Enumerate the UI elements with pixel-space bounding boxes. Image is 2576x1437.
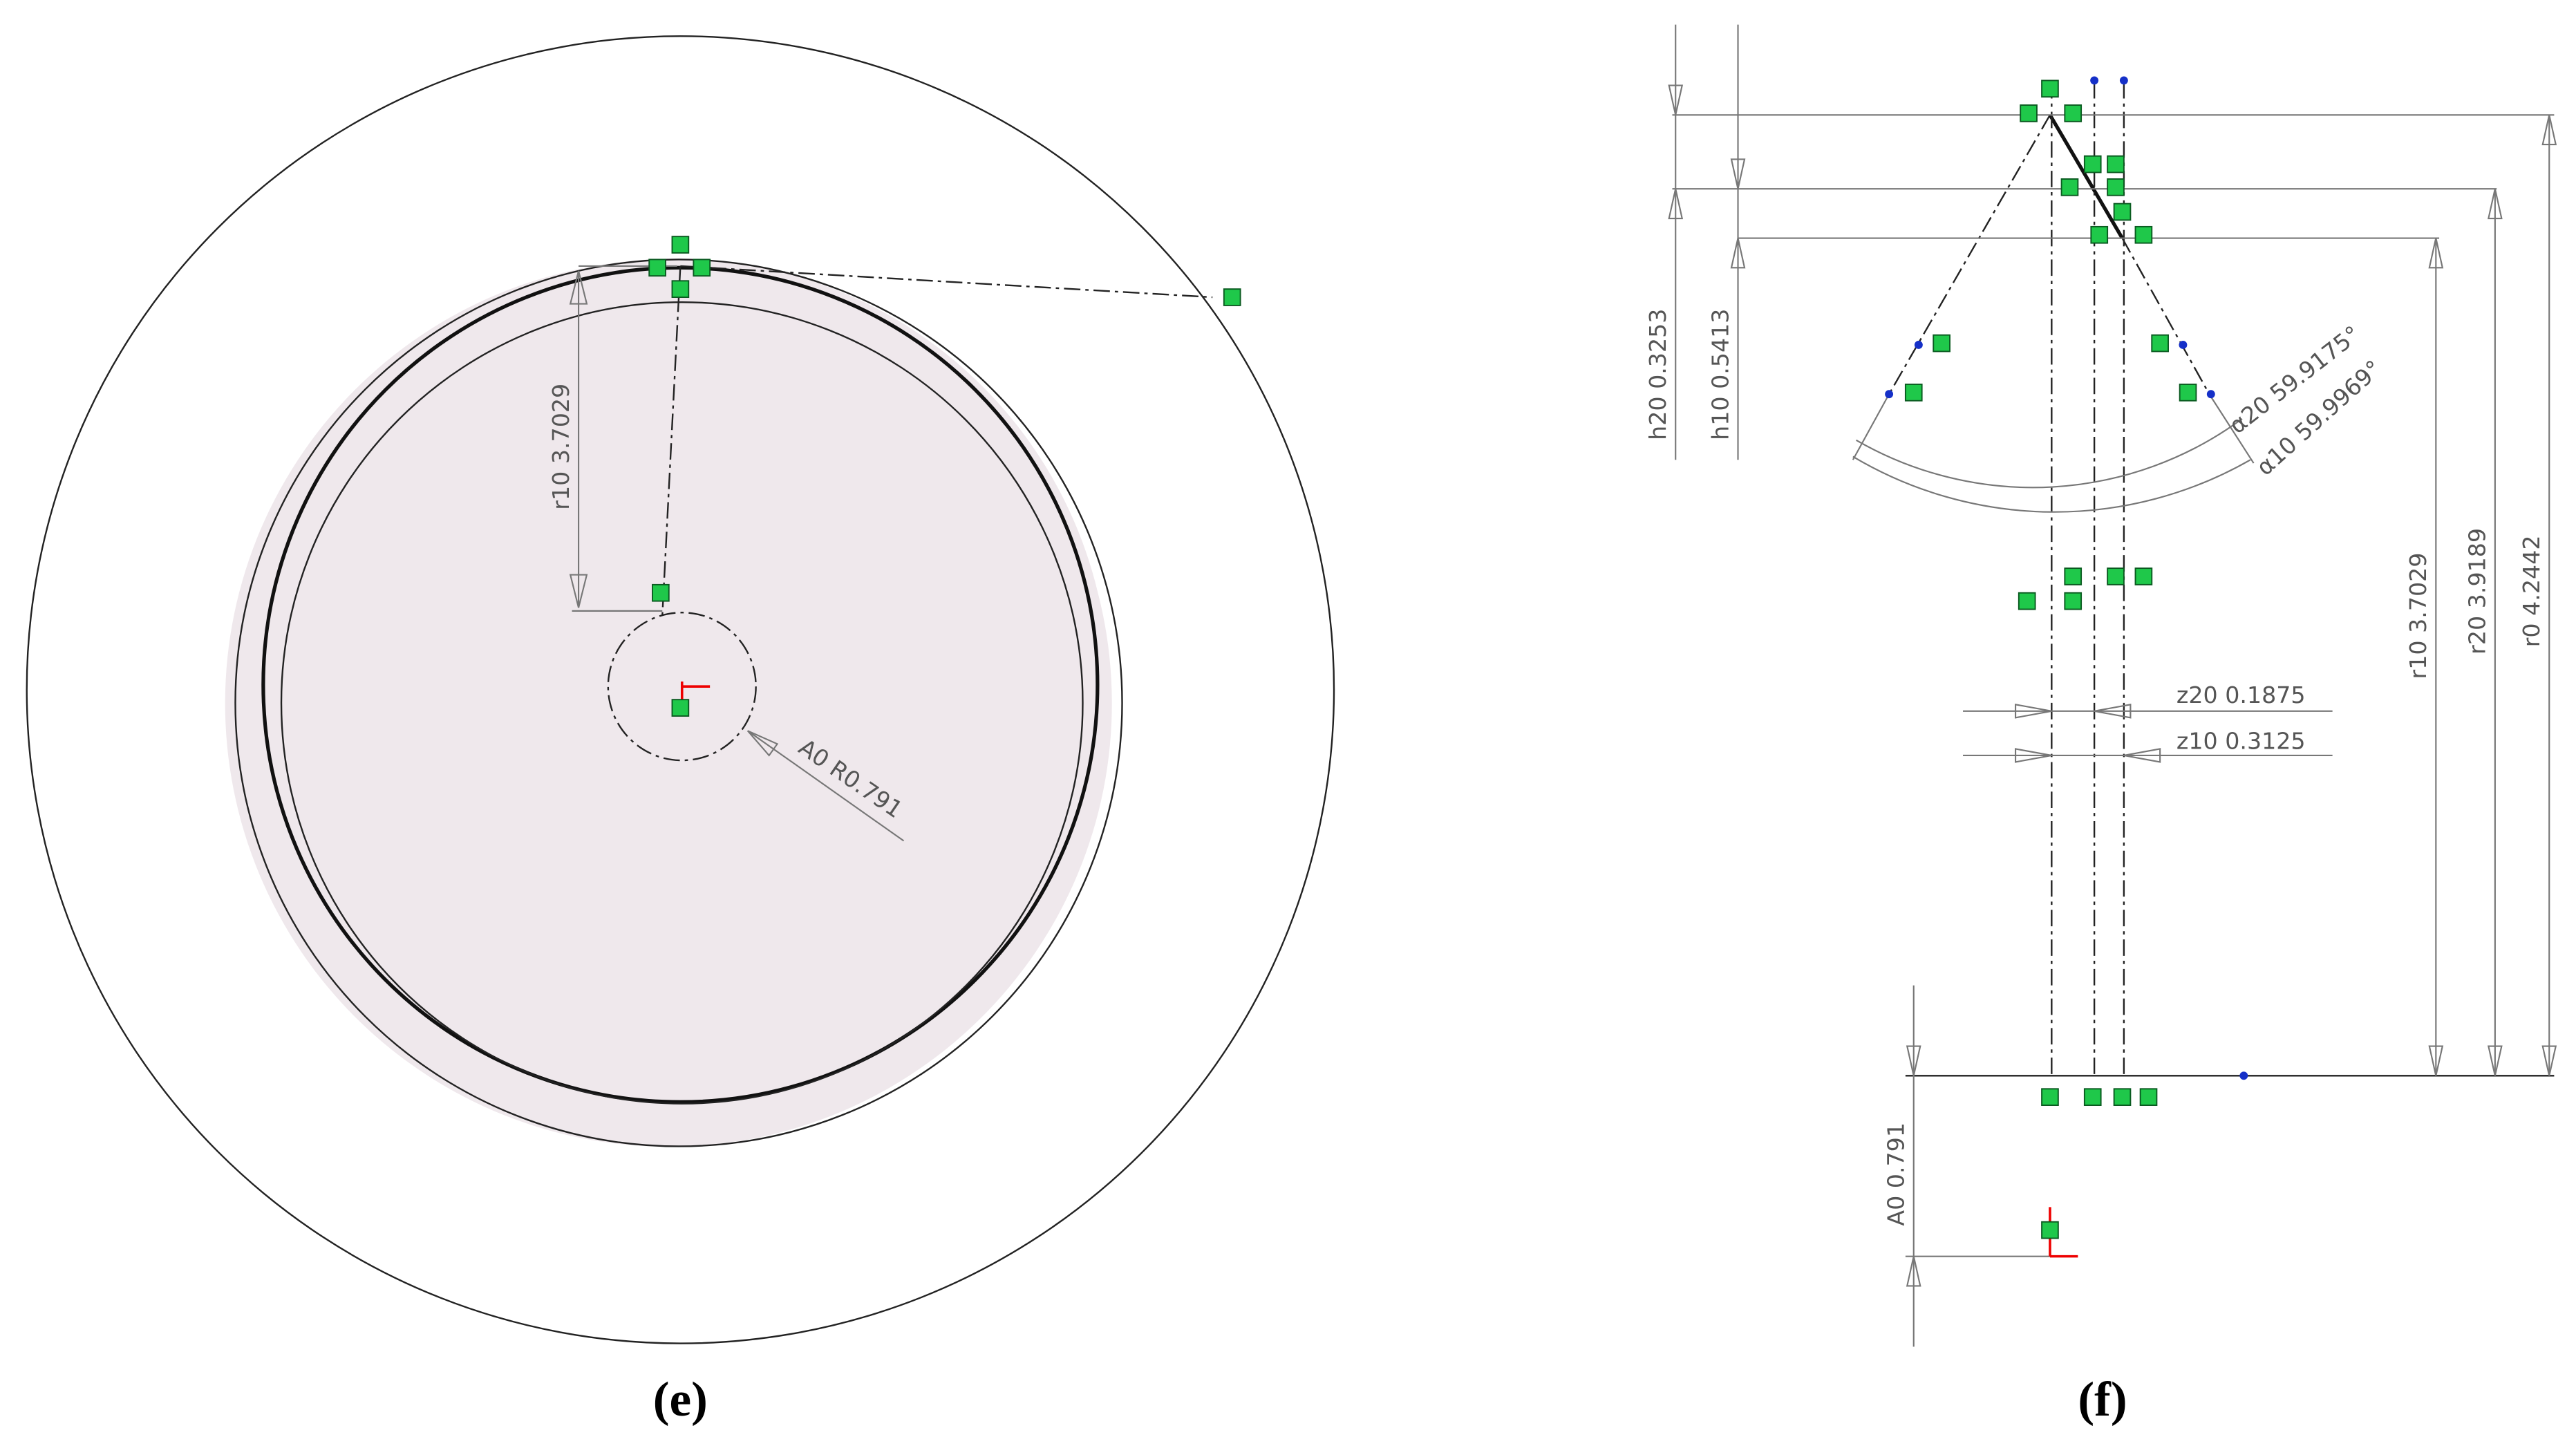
relation-marker [1904,384,1923,402]
endpoint [1914,341,1923,349]
arrowheads [1668,84,2557,1076]
relation-marker [2179,384,2197,402]
arrowheads [1906,1045,1921,1287]
arrowheads [2014,704,2161,763]
relation-marker [2041,79,2059,98]
extension-line [2208,393,2255,464]
construction-line [680,265,1213,299]
relation-marker [2139,1088,2158,1106]
relation-marker [2020,104,2038,122]
relation-marker [2060,178,2079,196]
panel-f: h20 0.3253 h10 0.5413 α20 59.9175° α10 5… [1644,24,2557,1427]
caption: (e) [653,1372,708,1427]
relation-marker [2107,567,2125,585]
relation-marker [648,259,666,277]
relation-marker [2083,1088,2102,1106]
relation-marker [2090,225,2109,244]
relation-marker [2018,592,2036,610]
sketch-relations [648,76,2248,1239]
relation-marker [671,236,690,254]
endpoint [2239,1071,2248,1080]
dimension-label: r0 4.2442 [2518,535,2545,647]
relation-marker [2107,155,2125,173]
angle-arc [1856,418,2243,489]
relation-marker [2064,567,2083,585]
endpoint [2179,341,2188,349]
relation-marker [671,280,690,299]
relation-marker [2113,203,2132,221]
dimension-label: r10 3.7029 [2405,553,2432,679]
relation-marker [2134,225,2153,244]
arrowhead [746,730,779,757]
relation-marker [2041,1088,2059,1106]
endpoint [2090,76,2099,85]
endpoint [2206,390,2215,399]
outer-circle [26,35,1335,1344]
construction-line [2121,237,2210,395]
endpoint [1885,390,1894,399]
relation-marker [652,583,670,602]
shaded-region [225,259,1112,1147]
relation-marker [2041,1221,2059,1239]
relation-marker [2151,334,2169,353]
dimension-label: h20 0.3253 [1644,309,1671,440]
caption: (f) [2078,1372,2127,1427]
eccentric-circle [234,259,1123,1147]
dimension-label: h10 0.5413 [1707,309,1733,440]
profile-line [2048,113,2124,239]
construction-line [1888,114,2051,395]
dimension-label: r20 3.9189 [2464,528,2491,655]
relation-marker [2113,1088,2132,1106]
relation-marker [2064,104,2083,122]
relation-marker [2083,155,2102,173]
small-circle [607,612,757,762]
relation-marker [2064,592,2083,610]
relation-marker [2134,567,2153,585]
relation-marker [671,699,690,717]
extension-line [1852,393,1890,460]
relation-marker [1223,288,1241,306]
arrowheads [569,270,588,608]
dimension-label: z20 0.1875 [2177,682,2306,708]
inner-circle [280,301,1084,1105]
relation-marker [1933,334,1950,353]
angle-arc [1852,455,2251,513]
relation-marker [693,259,711,277]
relation-marker [2107,178,2125,196]
dimension-label: z10 0.3125 [2177,727,2306,754]
dimension-label: r10 3.7029 [547,384,574,510]
dimension-label: A0 0.791 [1883,1123,1910,1226]
panel-e: r10 3.7029 A0 R0.791 (e) [26,35,1335,1427]
endpoint [2119,76,2128,85]
